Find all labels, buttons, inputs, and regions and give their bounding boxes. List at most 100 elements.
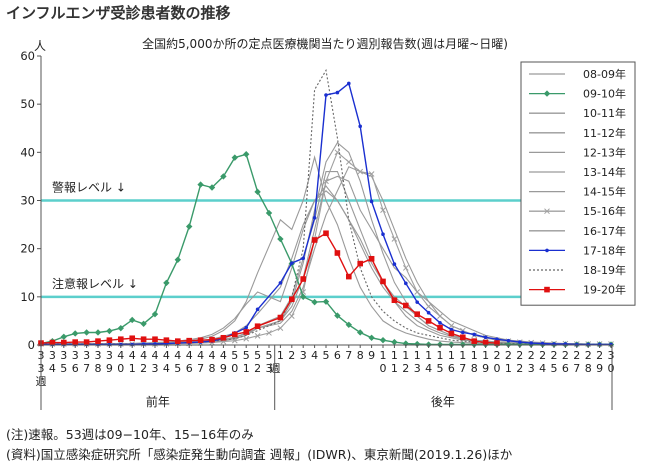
data-point — [472, 332, 477, 337]
x-tick-digit: 1 — [459, 349, 466, 362]
data-point — [357, 168, 364, 175]
x-tick-digit: 7 — [197, 362, 204, 375]
data-point — [208, 184, 216, 191]
x-tick-digit: 5 — [437, 362, 444, 375]
x-tick-digit: 1 — [482, 349, 489, 362]
x-tick-digit: 8 — [209, 362, 216, 375]
y-tick-label: 50 — [20, 97, 35, 111]
data-point — [403, 302, 409, 309]
x-tick-digit: 6 — [72, 362, 79, 375]
x-tick-digit: 8 — [471, 362, 478, 375]
data-point — [254, 188, 261, 196]
x-tick-digit: 3 — [152, 362, 159, 375]
x-tick-digit: 4 — [220, 349, 227, 362]
data-point — [540, 341, 545, 346]
y-axis-unit-label: 人 — [34, 39, 46, 53]
data-point — [278, 281, 283, 285]
data-point — [152, 336, 158, 343]
influenza-line-chart: 全国約5,000か所の定点医療機関当たり週別報告数(週は月曜~日曜) 人 警報レ… — [20, 36, 636, 410]
chart-subtitle: 全国約5,000か所の定点医療機関当たり週別報告数(週は月曜~日曜) — [142, 36, 508, 51]
data-point — [368, 255, 375, 262]
data-point — [357, 329, 364, 336]
legend-item: 14-15年 — [529, 185, 626, 199]
legend-item: 11-12年 — [529, 126, 626, 140]
x-tick-digit: 1 — [402, 349, 409, 362]
data-point — [49, 339, 56, 346]
legend-item: 16-17年 — [529, 224, 626, 238]
legend-item: 13-14年 — [529, 165, 626, 179]
data-point — [163, 279, 170, 287]
data-point — [334, 312, 341, 319]
data-point — [312, 216, 317, 220]
data-point — [471, 338, 477, 344]
x-tick-digit: 3 — [414, 362, 421, 375]
x-tick-digit: 1 — [448, 349, 455, 362]
legend-label: 11-12年 — [583, 126, 626, 140]
x-tick-digit: 2 — [505, 349, 512, 362]
data-point — [482, 339, 489, 346]
x-tick-digit: 9 — [596, 362, 603, 375]
x-tick-digit: 2 — [254, 362, 261, 375]
x-tick-digit: 1 — [243, 362, 250, 375]
data-point — [544, 286, 550, 293]
x-tick-digit: 2 — [140, 362, 147, 375]
legend-label: 08-09年 — [583, 67, 626, 81]
x-tick-digit: 2 — [539, 349, 546, 362]
x-tick-digit: 2 — [402, 362, 409, 375]
x-tick-digit: 1 — [471, 349, 478, 362]
x-tick-digit: 0 — [231, 362, 238, 375]
x-tick-digit: 9 — [106, 362, 113, 375]
data-point — [380, 278, 386, 285]
data-point — [243, 151, 250, 158]
x-tick-digit: 2 — [596, 349, 603, 362]
data-point — [323, 230, 329, 237]
x-tick-digit: 5 — [174, 362, 181, 375]
data-point — [495, 337, 499, 342]
x-tick-digit: 6 — [448, 362, 455, 375]
x-tick-digit: 8 — [95, 362, 102, 375]
x-tick-digit: 7 — [459, 362, 466, 375]
data-point — [72, 339, 78, 345]
data-point — [391, 297, 398, 304]
data-point — [244, 325, 248, 330]
data-point — [118, 336, 124, 343]
x-tick-digit: 3 — [83, 349, 90, 362]
series-line — [41, 82, 611, 346]
data-point — [140, 336, 147, 343]
data-point — [335, 90, 340, 95]
data-point — [186, 223, 193, 230]
data-point — [368, 171, 375, 177]
x-tick-digit: 4 — [152, 349, 159, 362]
legend-item: 12-13年 — [529, 145, 626, 159]
data-point — [140, 320, 147, 328]
data-point — [460, 334, 466, 341]
x-tick-digit: 3 — [95, 349, 102, 362]
data-point — [334, 250, 341, 256]
data-point — [357, 260, 363, 267]
axes: 0102030405060333435363738394041424344454… — [20, 49, 615, 410]
x-tick-digit: 3 — [528, 362, 535, 375]
data-point — [415, 300, 420, 304]
data-point — [209, 336, 215, 343]
data-point — [379, 336, 387, 344]
x-tick-digit: 1 — [391, 349, 398, 362]
data-point — [197, 337, 204, 343]
x-tick-digit: 1 — [437, 349, 444, 362]
data-point — [518, 340, 522, 344]
data-point — [448, 330, 455, 337]
